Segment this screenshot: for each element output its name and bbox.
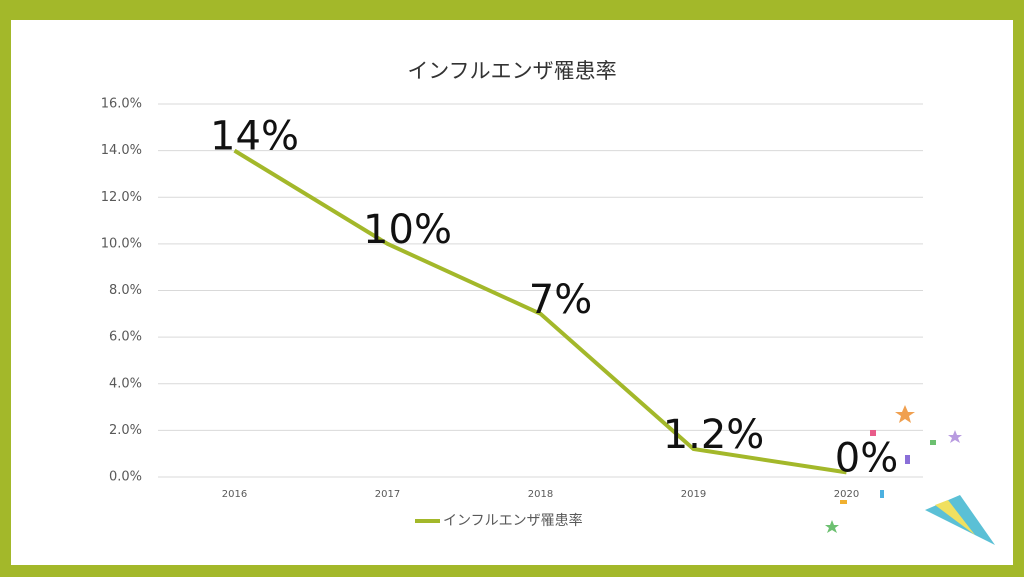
y-tick-label: 12.0% — [101, 190, 142, 205]
y-tick-label: 16.0% — [101, 97, 142, 112]
data-label: 10% — [363, 207, 452, 253]
data-label: 14% — [210, 114, 299, 160]
data-label: 0% — [835, 435, 898, 481]
y-tick-label: 0.0% — [109, 470, 142, 485]
x-tick-label: 2018 — [528, 489, 553, 500]
frame — [11, 20, 1013, 565]
y-tick-label: 2.0% — [109, 423, 142, 438]
x-tick-label: 2016 — [222, 489, 247, 500]
y-tick-label: 4.0% — [109, 376, 142, 391]
y-tick-label: 10.0% — [101, 236, 142, 251]
line — [233, 148, 847, 475]
x-tick-label: 2020 — [834, 489, 859, 500]
data-label: 1.2% — [663, 412, 765, 458]
y-tick-label: 8.0% — [109, 283, 142, 298]
x-tick-label: 2017 — [375, 489, 400, 500]
confetti — [825, 405, 995, 545]
x-tick-label: 2019 — [681, 489, 706, 500]
legend-label: インフルエンザ罹患率 — [443, 512, 583, 529]
chart-title: インフルエンザ罹患率 — [407, 59, 616, 83]
y-tick-label: 14.0% — [101, 143, 142, 158]
data-label: 7% — [529, 277, 592, 323]
y-tick-label: 6.0% — [109, 330, 142, 345]
